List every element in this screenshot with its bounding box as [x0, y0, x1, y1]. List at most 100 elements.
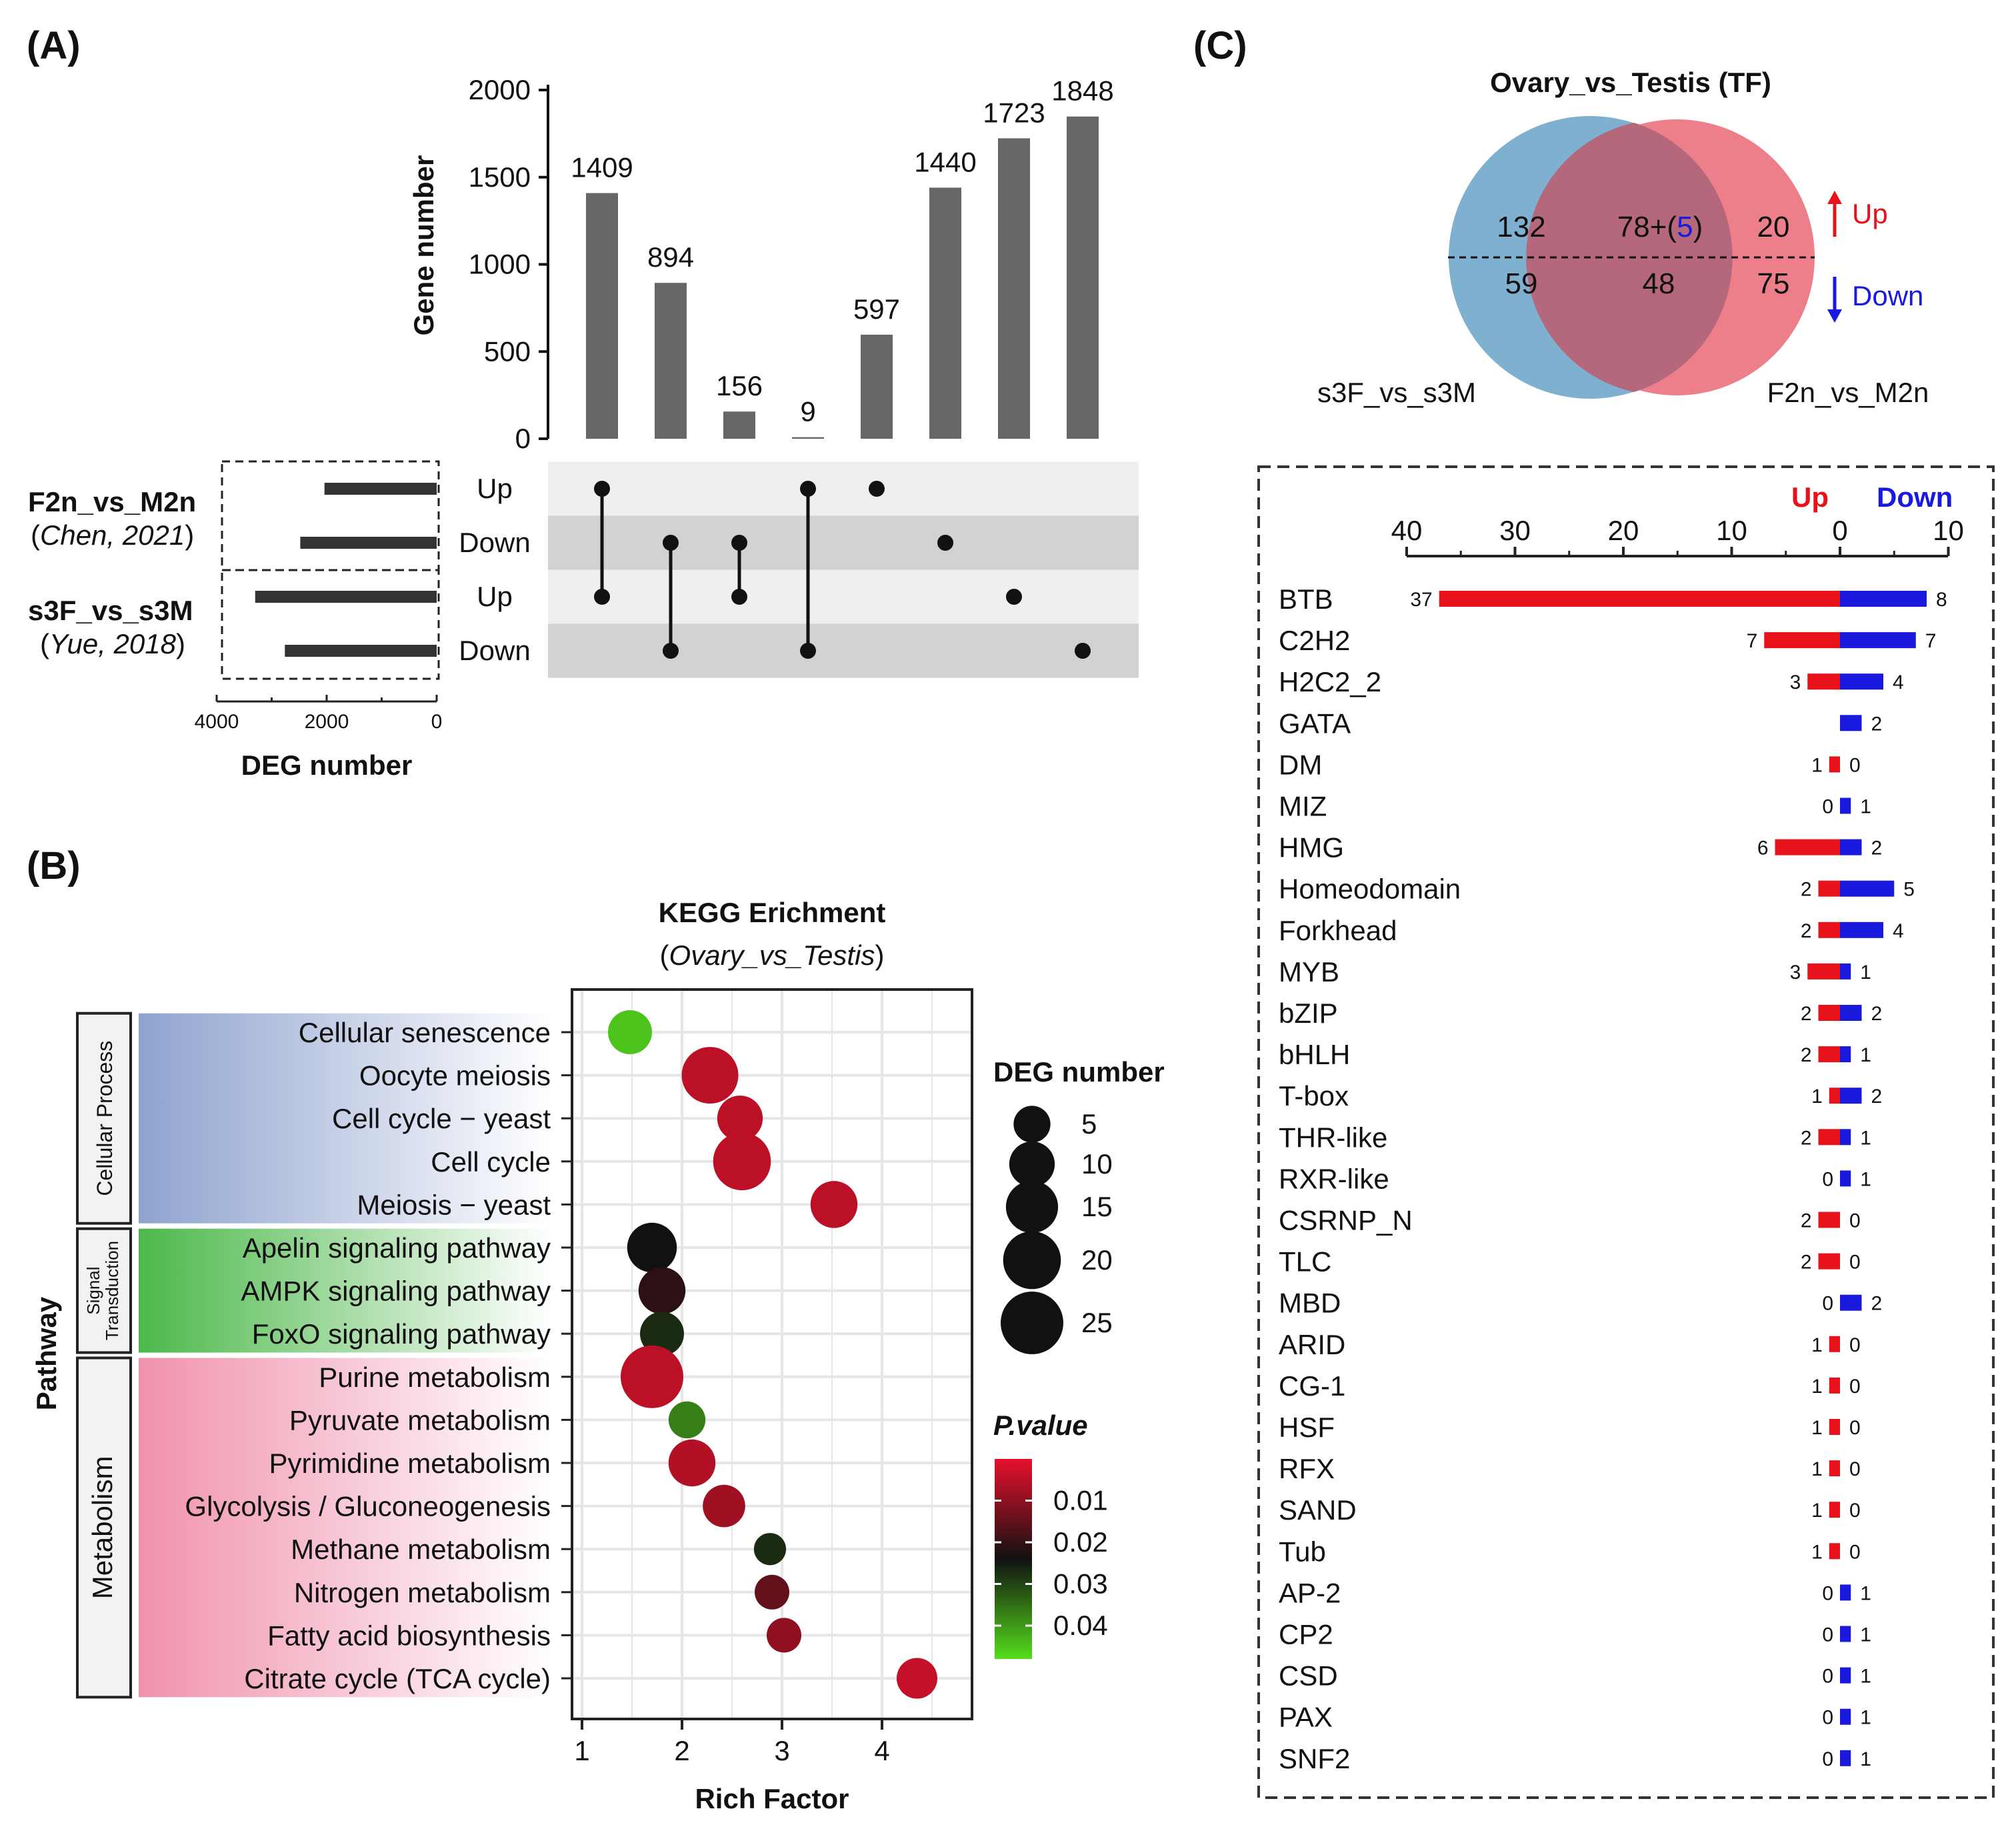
pathway-label: Pyruvate metabolism — [289, 1404, 551, 1436]
set-row-label: Down — [459, 635, 530, 666]
venn-right-set-label: F2n_vs_M2n — [1767, 377, 1929, 408]
membership-dot — [594, 481, 610, 497]
tf-down-bar — [1840, 632, 1916, 649]
bar-value-label: 1409 — [571, 152, 633, 183]
intersection-bar — [998, 138, 1030, 439]
kegg-title: KEGG Erichment — [659, 897, 886, 928]
tf-axis-tick-label: 40 — [1391, 515, 1423, 546]
kegg-y-axis-label: Pathway — [31, 1296, 62, 1410]
pathway-bubble — [896, 1658, 938, 1699]
venn-left-down: 59 — [1505, 267, 1538, 300]
venn-overlap-up: 78+(5) — [1617, 211, 1703, 243]
tf-up-value: 2 — [1801, 920, 1812, 942]
tf-down-value: 2 — [1871, 1003, 1883, 1025]
membership-dot — [663, 643, 679, 659]
matrix-row-band — [548, 461, 1139, 516]
tf-down-value: 2 — [1871, 1086, 1883, 1108]
tf-down-value: 0 — [1849, 754, 1861, 776]
pathway-bubble — [638, 1267, 686, 1314]
set-size-bar — [300, 537, 437, 549]
tf-up-value: 1 — [1811, 1334, 1823, 1356]
tf-family-label: CP2 — [1279, 1619, 1333, 1650]
pathway-label: FoxO signaling pathway — [252, 1318, 551, 1350]
tf-down-bar — [1840, 1750, 1851, 1766]
tf-family-label: PAX — [1279, 1702, 1333, 1733]
pathway-bubble — [627, 1222, 677, 1273]
kegg-x-axis: 1 2 3 4 — [574, 1719, 890, 1766]
tf-family-label: BTB — [1279, 583, 1333, 615]
tf-up-value: 0 — [1822, 1293, 1833, 1315]
bar-value-label: 156 — [716, 370, 763, 401]
tf-family-label: Forkhead — [1279, 915, 1397, 946]
pathway-label: Nitrogen metabolism — [294, 1577, 551, 1608]
tf-up-value: 1 — [1811, 1541, 1823, 1563]
pathway-bubble — [668, 1439, 716, 1487]
tf-family-label: TLC — [1279, 1246, 1331, 1278]
intersection-bar — [723, 411, 755, 439]
tf-up-bar — [1807, 673, 1840, 690]
pathway-labels: Cellular senescence Oocyte meiosis Cell cy… — [185, 1017, 572, 1694]
set-group-citation-0: (Chen, 2021) — [31, 519, 194, 551]
tf-down-bar — [1840, 963, 1851, 980]
tf-up-value: 6 — [1757, 837, 1769, 859]
panel-label-a: (A) — [27, 24, 81, 67]
size-legend-label: 15 — [1081, 1191, 1113, 1222]
tf-up-bar — [1818, 922, 1840, 938]
tf-bars-axis: 40 30 20 10 0 10 — [1391, 515, 1964, 557]
tf-family-label: RXR-like — [1279, 1163, 1389, 1194]
tf-up-bar — [1807, 963, 1840, 980]
tf-up-value: 0 — [1822, 1624, 1833, 1646]
tf-family-label: SAND — [1279, 1494, 1357, 1526]
pathway-bubble — [668, 1401, 706, 1439]
tf-down-value: 1 — [1860, 1168, 1871, 1190]
membership-dot — [937, 535, 953, 551]
tf-family-label: bZIP — [1279, 998, 1338, 1029]
upset-y-axis: 0 500 1000 1500 2000 — [469, 74, 549, 454]
set-size-tick-label: 4000 — [195, 711, 239, 733]
size-legend-dot — [1003, 1231, 1061, 1290]
upset-set-sizes: 4000 2000 0 — [195, 460, 442, 733]
tf-up-value: 1 — [1811, 1376, 1823, 1398]
tf-up-value: 1 — [1811, 1417, 1823, 1439]
tf-down-value: 1 — [1860, 1582, 1871, 1604]
y-tick-label: 2000 — [469, 74, 531, 105]
tf-down-value: 2 — [1871, 837, 1883, 859]
tf-family-label: bHLH — [1279, 1039, 1350, 1070]
tf-up-value: 0 — [1822, 1168, 1833, 1190]
legend-up-label: Up — [1791, 481, 1829, 513]
pathway-label: Purine metabolism — [319, 1362, 551, 1393]
tf-up-value: 3 — [1790, 671, 1801, 693]
colorbar-tick-label: 0.04 — [1053, 1610, 1108, 1641]
set-group-name-0: F2n_vs_M2n — [28, 486, 196, 517]
x-tick-label: 1 — [574, 1735, 589, 1766]
y-tick-label: 1500 — [469, 161, 531, 193]
bar-value-label: 894 — [647, 241, 694, 273]
venn-overlap — [1526, 123, 1733, 392]
tf-axis-tick-label: 20 — [1608, 515, 1639, 546]
tf-up-bar — [1829, 1502, 1840, 1518]
tf-family-label: MIZ — [1279, 791, 1327, 822]
pathway-bubble — [753, 1533, 787, 1566]
tf-down-value: 1 — [1860, 962, 1871, 984]
set-size-tick-label: 2000 — [305, 711, 349, 733]
tf-down-bar — [1840, 1584, 1851, 1601]
membership-dot — [594, 589, 610, 605]
bar-value-label: 1440 — [914, 146, 976, 177]
tf-down-value: 0 — [1849, 1252, 1861, 1274]
tf-family-label: MYB — [1279, 956, 1339, 988]
tf-down-bar — [1840, 673, 1883, 690]
tf-down-bar — [1840, 1129, 1851, 1146]
set-size-bar — [255, 591, 437, 603]
membership-dot — [800, 643, 816, 659]
tf-up-bar — [1829, 1088, 1840, 1104]
legend-down-label: Down — [1877, 481, 1953, 513]
kegg-subtitle: (Ovary_vs_Testis) — [660, 940, 885, 971]
tf-up-value: 2 — [1801, 879, 1812, 901]
tf-up-value: 2 — [1801, 1210, 1812, 1232]
tf-down-value: 4 — [1893, 671, 1904, 693]
tf-up-bar — [1818, 1046, 1840, 1063]
panel-label-b: (B) — [27, 844, 81, 887]
category-strip — [76, 1012, 132, 1225]
tf-up-value: 1 — [1811, 754, 1823, 776]
